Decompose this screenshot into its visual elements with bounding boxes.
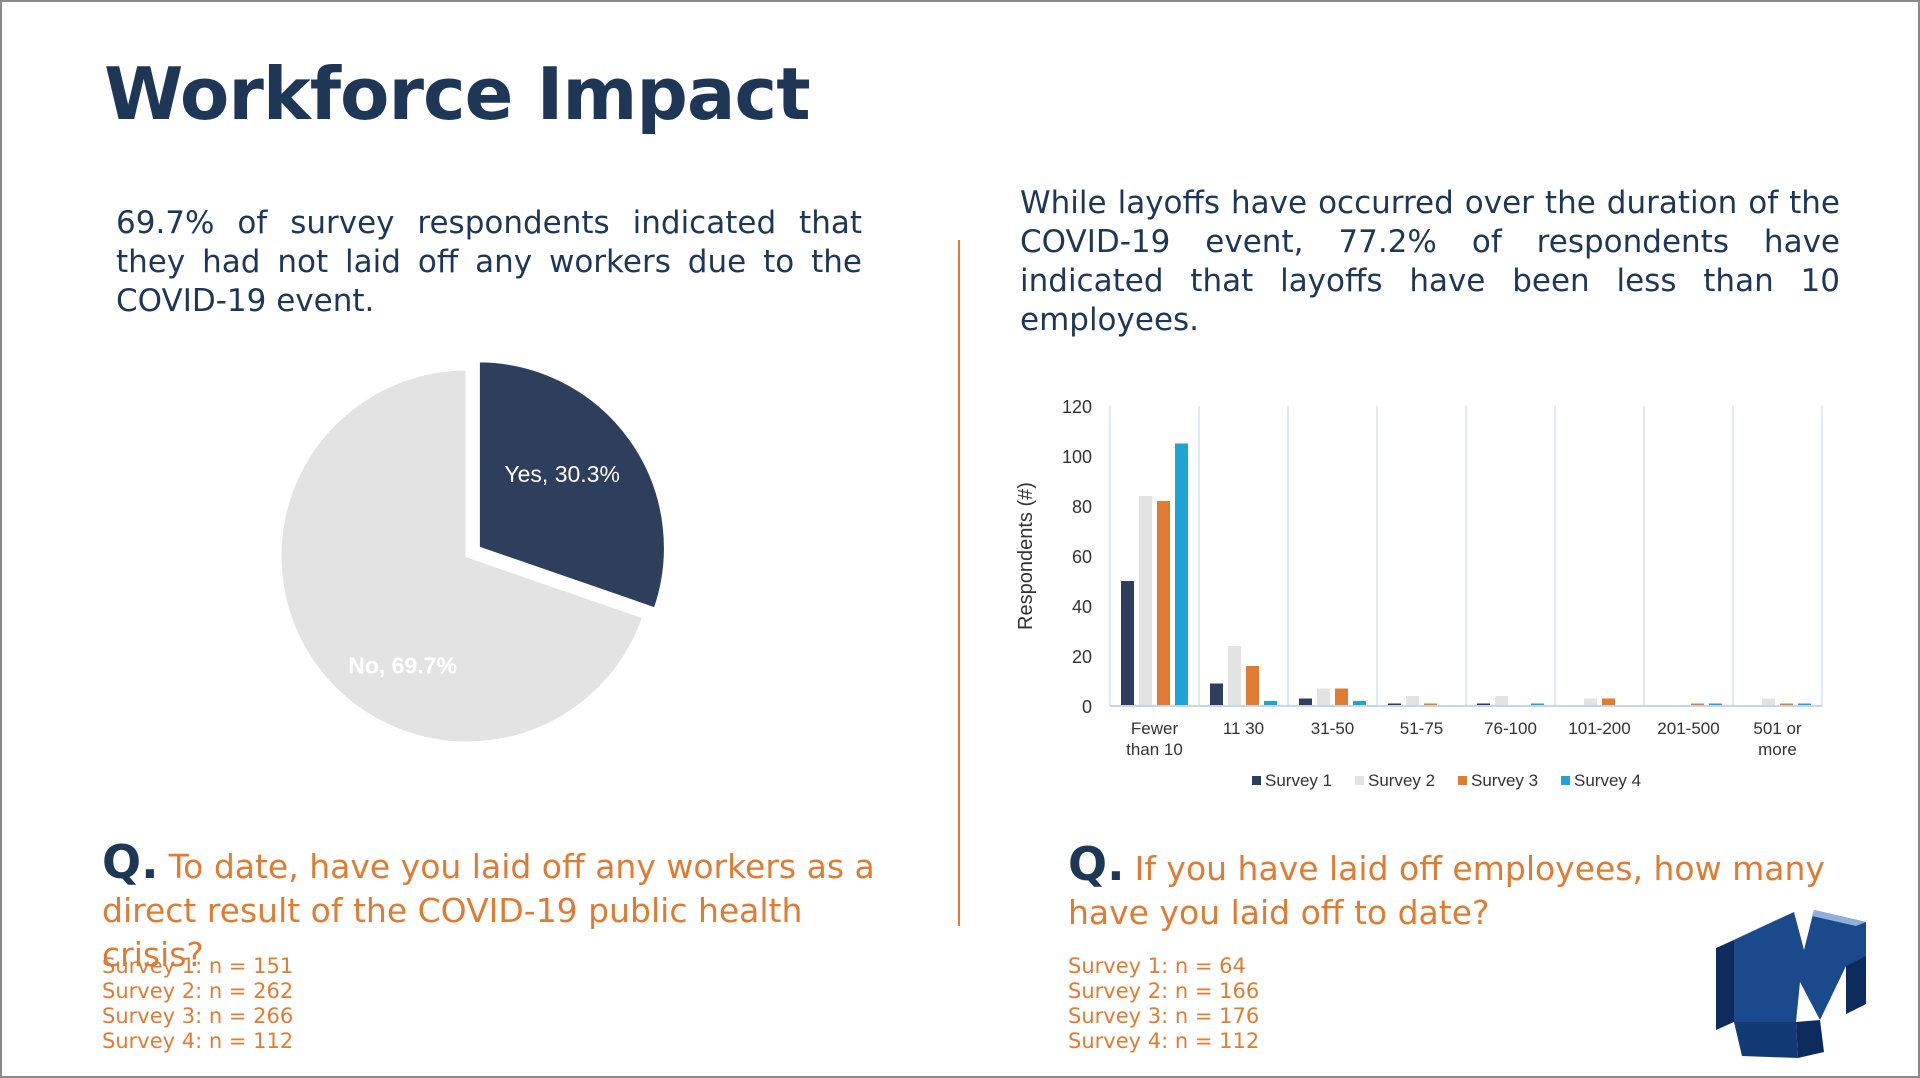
left-question: Q. To date, have you laid off any workers… bbox=[102, 839, 902, 977]
right-question: Q. If you have laid off employees, how ma… bbox=[1068, 841, 1868, 935]
company-logo bbox=[1716, 910, 1866, 1058]
column-divider bbox=[958, 240, 960, 926]
sample-size-note: Survey 4: n = 112 bbox=[1068, 1029, 1260, 1053]
sample-size-note: Survey 3: n = 266 bbox=[102, 1004, 294, 1028]
page-title: Workforce Impact bbox=[104, 52, 811, 136]
right-question-text: If you have laid off employees, how many… bbox=[1068, 849, 1825, 932]
right-sample-sizes: Survey 1: n = 64 Survey 2: n = 166 Surve… bbox=[1068, 954, 1259, 1054]
left-summary-paragraph: 69.7% of survey respondents indicated th… bbox=[116, 205, 862, 319]
question-mark-label: Q. bbox=[102, 835, 159, 889]
left-sample-sizes: Survey 1: n = 151 Survey 2: n = 262 Surv… bbox=[102, 954, 293, 1054]
sample-size-note: Survey 2: n = 166 bbox=[1068, 979, 1260, 1003]
sample-size-note: Survey 2: n = 262 bbox=[102, 979, 294, 1003]
sample-size-note: Survey 1: n = 151 bbox=[102, 954, 294, 978]
sample-size-note: Survey 1: n = 64 bbox=[1068, 954, 1246, 978]
right-summary-paragraph: While layoffs have occurred over the dur… bbox=[1020, 185, 1840, 338]
sample-size-note: Survey 3: n = 176 bbox=[1068, 1004, 1260, 1028]
left-question-text: To date, have you laid off any workers a… bbox=[102, 847, 875, 974]
question-mark-label: Q. bbox=[1068, 837, 1125, 891]
sample-size-note: Survey 4: n = 112 bbox=[102, 1029, 294, 1053]
